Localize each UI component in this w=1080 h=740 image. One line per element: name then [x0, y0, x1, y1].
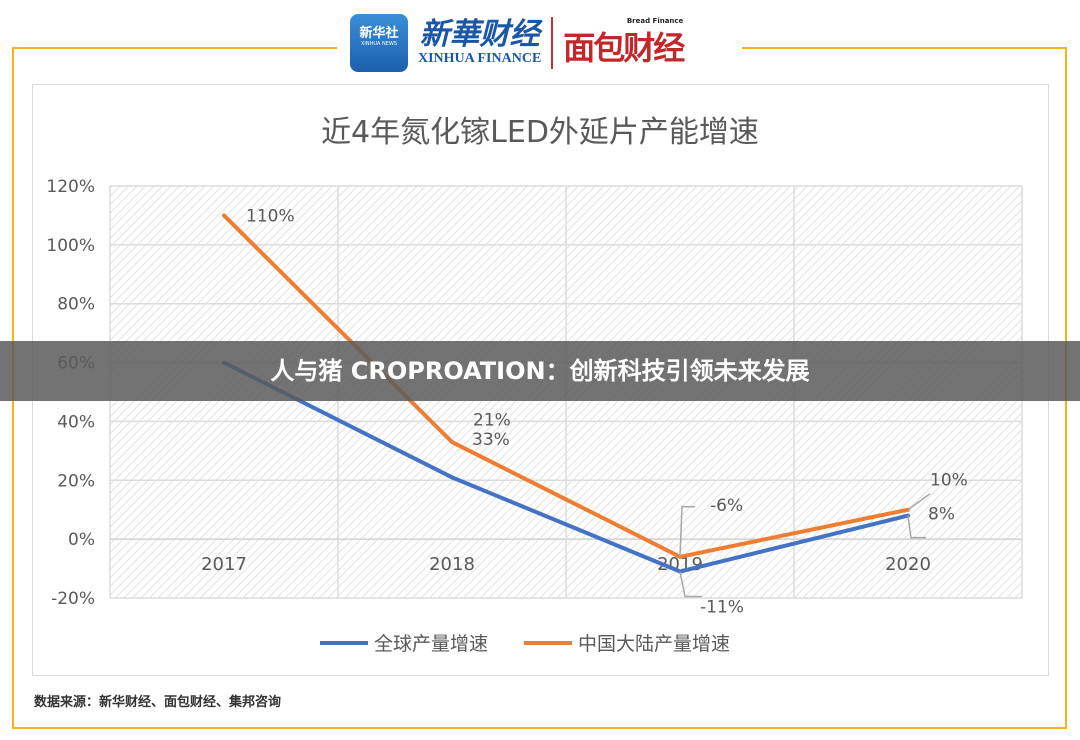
leader-line — [907, 515, 926, 539]
y-tick-label: 20% — [57, 471, 95, 491]
bread-finance-logo: Bread Finance 面包财经 — [563, 17, 685, 67]
leader-line — [679, 571, 702, 598]
leader-line — [679, 506, 695, 557]
xinhua-finance-logo: 新華财经 XINHUA FINANCE — [418, 17, 542, 67]
data-point — [450, 440, 454, 445]
frame-border — [12, 47, 337, 49]
data-label: 110% — [246, 206, 295, 226]
xinhua-news-logo: 新华社 XINHUA NEWS — [350, 14, 408, 72]
title-banner: 人与猪 CROPROATION：创新科技引领未来发展 — [0, 341, 1080, 401]
legend-label: 全球产量增速 — [374, 633, 488, 655]
y-tick-label: 0% — [68, 530, 95, 550]
x-tick-label: 2018 — [429, 554, 475, 575]
x-tick-label: 2017 — [201, 554, 247, 575]
data-label: -11% — [700, 598, 744, 618]
data-point — [222, 213, 226, 218]
logo-bar: 新华社 XINHUA NEWS 新華财经 XINHUA FINANCE Bread … — [350, 12, 740, 74]
y-tick-label: 120% — [46, 177, 95, 197]
data-label: 8% — [928, 505, 955, 525]
logo-divider — [551, 17, 554, 69]
y-tick-label: -20% — [51, 589, 95, 609]
frame-border — [742, 47, 1065, 49]
data-label: 10% — [930, 471, 968, 491]
data-source: 数据来源：新华财经、面包财经、集邦咨询 — [34, 695, 282, 710]
leader-line — [907, 493, 931, 511]
x-tick-label: 2020 — [885, 554, 931, 575]
data-point — [450, 475, 454, 480]
data-label: 21% — [473, 410, 511, 430]
data-label: -6% — [710, 496, 743, 516]
y-tick-label: 100% — [46, 236, 95, 256]
chart-title: 近4年氮化镓LED外延片产能增速 — [321, 115, 759, 150]
series-line-1 — [223, 360, 909, 574]
legend-label: 中国大陆产量增速 — [578, 633, 730, 655]
y-tick-label: 40% — [57, 412, 95, 432]
series-line-2 — [222, 214, 909, 559]
y-tick-label: 80% — [57, 295, 95, 315]
data-label: 33% — [472, 430, 510, 450]
